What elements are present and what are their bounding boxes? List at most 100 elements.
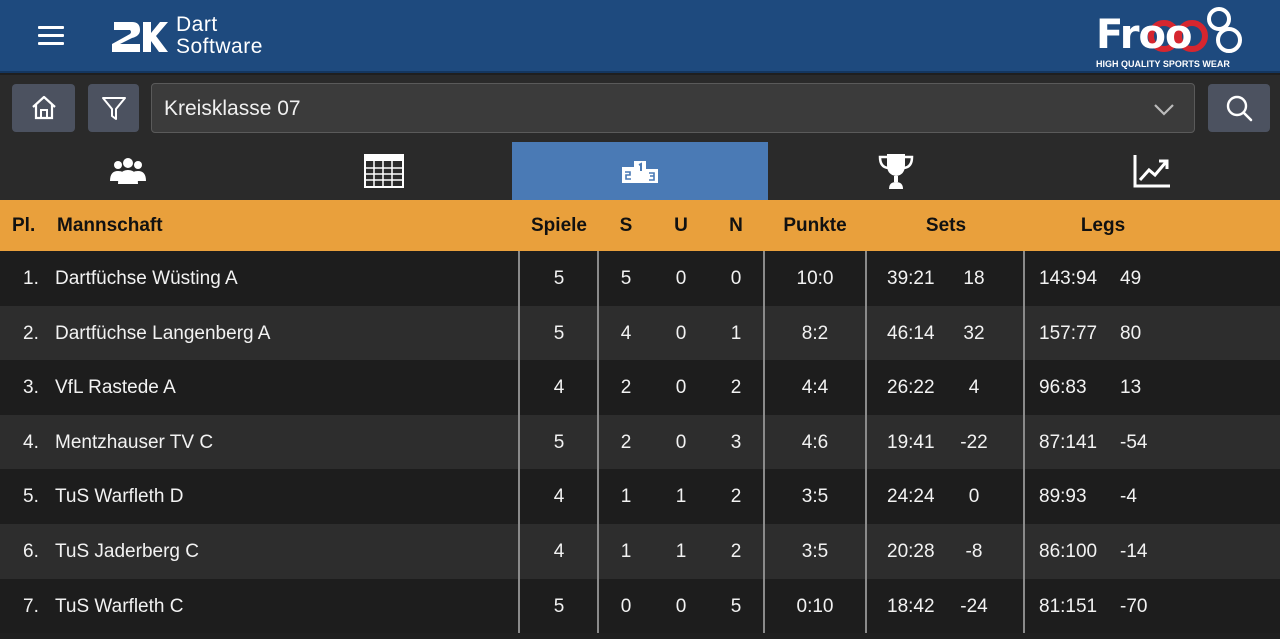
cell-losses: 1	[730, 322, 742, 344]
toolbar: Kreisklasse 07	[0, 75, 1280, 142]
cell-legs: 96:83	[1039, 377, 1087, 399]
cell-points: 3:5	[801, 486, 829, 508]
sponsor-tagline: HIGH QUALITY SPORTS WEAR	[1096, 59, 1230, 69]
cell-games: 5	[553, 595, 565, 617]
cell-games: 4	[553, 540, 565, 562]
cell-team: Dartfüchse Langenberg A	[55, 322, 271, 344]
cell-legs-diff: 13	[1120, 377, 1142, 399]
menu-icon[interactable]	[32, 20, 72, 52]
cell-losses: 2	[730, 540, 742, 562]
cell-wins: 5	[620, 268, 632, 289]
cell-legs: 89:93	[1039, 486, 1087, 508]
cell-team: VfL Rastede A	[55, 377, 176, 399]
table-row[interactable]: 2. Dartfüchse Langenberg A 5 4 0 1 8:2 46:14 32 1…	[0, 305, 1280, 361]
sponsor-ring-icon	[1148, 7, 1242, 53]
tab-cup[interactable]	[768, 142, 1024, 200]
statistics-icon	[1133, 155, 1170, 188]
cell-legs-diff: -4	[1120, 486, 1137, 508]
tab-schedule[interactable]	[256, 142, 512, 200]
teams-icon	[110, 158, 146, 184]
cell-losses: 2	[730, 377, 742, 399]
schedule-icon	[364, 154, 404, 188]
cell-games: 5	[553, 268, 565, 289]
column-divider	[597, 251, 599, 633]
cell-sets: 18:42	[887, 595, 935, 617]
header-legs: Legs	[1080, 215, 1126, 236]
column-divider	[518, 251, 520, 633]
cell-sets: 39:21	[887, 268, 935, 289]
header-sets: Sets	[925, 215, 967, 236]
header-games: Spiele	[531, 215, 587, 236]
cell-wins: 4	[620, 322, 632, 344]
column-divider	[763, 251, 765, 633]
cell-draws: 0	[675, 595, 687, 617]
cell-draws: 0	[675, 268, 687, 289]
sponsor-logo: Froo HIGH QUALITY SPORTS WEAR	[1094, 4, 1254, 70]
table-row[interactable]: 3. VfL Rastede A 4 2 0 2 4:4 26:22 4 96:83 13	[0, 360, 1280, 415]
home-button[interactable]	[12, 84, 75, 132]
filter-button[interactable]	[88, 84, 139, 132]
cell-points: 3:5	[801, 540, 829, 562]
cell-losses: 3	[730, 431, 742, 453]
cell-sets: 20:28	[887, 540, 935, 562]
header-points: Punkte	[783, 215, 847, 236]
cell-place: 5.	[23, 486, 39, 508]
tab-standings[interactable]	[512, 142, 768, 200]
cell-games: 4	[553, 486, 565, 508]
cell-legs: 157:77	[1039, 322, 1098, 344]
cell-legs: 87:141	[1039, 431, 1098, 453]
cell-wins: 1	[620, 540, 632, 562]
header-place: Pl.	[12, 215, 36, 236]
cell-wins: 1	[620, 486, 632, 508]
tab-statistics[interactable]	[1024, 142, 1280, 200]
cell-place: 6.	[23, 540, 39, 562]
cell-legs-diff: -14	[1120, 540, 1148, 562]
cell-points: 0:10	[796, 595, 834, 617]
cell-sets-diff: 0	[968, 486, 980, 508]
cell-sets-diff: 4	[968, 377, 980, 399]
search-button[interactable]	[1208, 84, 1270, 132]
logo-line1: Dart	[176, 13, 218, 36]
cell-draws: 1	[675, 486, 687, 508]
search-icon	[1226, 95, 1253, 122]
table-row[interactable]: 4. Mentzhauser TV C 5 2 0 3 4:6 19:41 -22 87:141-…	[0, 414, 1280, 470]
table-row[interactable]: 6. TuS Jaderberg C 4 1 1 2 3:5 20:28 -8 86:100 -14	[0, 523, 1280, 579]
sponsor-wordmark: Froo	[1096, 12, 1192, 58]
filter-icon	[101, 97, 126, 120]
cell-legs: 86:100	[1039, 540, 1098, 562]
league-select[interactable]: Kreisklasse 07	[151, 83, 1195, 133]
cell-points: 4:4	[801, 377, 829, 399]
cell-sets-diff: -8	[965, 540, 983, 562]
cell-games: 5	[553, 431, 565, 453]
standings-table-header: Pl. Mannschaft Spiele S U N Punkte Sets …	[0, 200, 1280, 251]
app-header: Dart Software Froo HIGH QUALITY SPORTS W…	[0, 0, 1280, 73]
cell-wins: 2	[620, 431, 632, 453]
table-row[interactable]: 1. Dartfüchse Wüsting A 5 5 0 0 10:0 39:21 18 143…	[0, 251, 1280, 306]
cell-points: 4:6	[801, 431, 829, 453]
table-row[interactable]: 7. TuS Warfleth C 5 0 0 5 0:10 18:42 -24 81:151 -7…	[0, 578, 1280, 634]
cell-sets-diff: -24	[960, 595, 988, 617]
cell-place: 2.	[23, 322, 39, 344]
standings-table-body: 1. Dartfüchse Wüsting A 5 5 0 0 10:0 39:21 18 143…	[0, 251, 1280, 634]
cell-sets: 19:41	[887, 431, 935, 453]
cell-draws: 0	[675, 377, 687, 399]
cell-losses: 0	[730, 268, 742, 289]
cell-place: 7.	[23, 595, 39, 617]
cell-sets: 26:22	[887, 377, 935, 399]
cell-losses: 2	[730, 486, 742, 508]
table-row[interactable]: 5. TuS Warfleth D 4 1 1 2 3:5 24:24 0 89:93 -4	[0, 469, 1280, 524]
cell-legs-diff: -54	[1120, 431, 1148, 453]
tab-bar	[0, 142, 1280, 200]
cell-legs-diff: 80	[1120, 322, 1142, 344]
home-icon	[31, 95, 56, 120]
column-divider	[1023, 251, 1025, 633]
cell-sets: 46:14	[887, 322, 935, 344]
cell-sets-diff: 32	[963, 322, 985, 344]
standings-icon	[622, 161, 658, 183]
cell-wins: 0	[620, 595, 632, 617]
tab-teams[interactable]	[0, 142, 256, 200]
cell-team: Dartfüchse Wüsting A	[55, 268, 238, 289]
trophy-icon	[878, 154, 914, 189]
cell-losses: 5	[730, 595, 742, 617]
cell-sets: 24:24	[887, 486, 935, 508]
